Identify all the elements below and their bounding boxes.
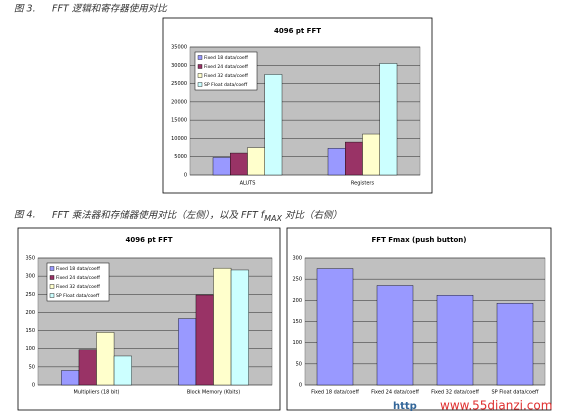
bar: [345, 141, 363, 176]
chart-title: FFT Fmax (push button): [372, 236, 467, 244]
y-tick-label: 50: [29, 364, 35, 370]
y-tick-label: 100: [292, 340, 302, 346]
y-tick-label: 15000: [171, 118, 187, 124]
legend-label: Fixed 18 data/coeff: [56, 266, 101, 272]
y-tick-label: 20000: [171, 99, 187, 105]
y-tick-label: 150: [292, 319, 302, 325]
y-tick-label: 250: [292, 277, 302, 283]
legend-swatch: [49, 266, 55, 271]
caption-label: 图 4.: [14, 210, 36, 221]
legend-swatch: [49, 284, 55, 289]
legend-swatch: [197, 73, 203, 78]
x-tick-label: SP Float data/coeff: [492, 390, 540, 396]
y-tick-label: 25000: [171, 81, 187, 87]
bar: [436, 295, 474, 386]
y-tick-label: 10000: [171, 136, 187, 142]
bar: [212, 157, 231, 176]
bar: [113, 355, 132, 386]
legend-label: Fixed 18 data/coeff: [204, 55, 249, 61]
legend-label: Fixed 24 data/coeff: [56, 275, 101, 281]
caption-text: FFT 逻辑和寄存器使用对比: [52, 3, 168, 15]
x-tick-label: Registers: [351, 181, 375, 187]
y-tick-label: 35000: [171, 45, 187, 51]
caption-sub: MAX: [264, 214, 282, 223]
legend-swatch: [49, 275, 55, 280]
legend-swatch: [49, 293, 55, 298]
watermark-prefix: http: [393, 401, 417, 412]
bar: [78, 349, 97, 386]
chart-title: 4096 pt FFT: [125, 236, 172, 244]
x-tick-label: ALUTS: [240, 181, 256, 187]
y-tick-label: 200: [25, 310, 35, 316]
x-tick-label: Fixed 24 data/coeff: [371, 390, 419, 396]
legend-swatch: [197, 64, 203, 69]
caption-part: 对比（右侧）: [282, 209, 342, 221]
x-tick-label: Fixed 32 data/coeff: [431, 390, 479, 396]
y-tick-label: 150: [25, 328, 35, 334]
y-tick-label: 200: [292, 298, 302, 304]
caption-part: FFT 乘法器和存储器使用对比（左侧），以及 FFT f: [52, 209, 266, 221]
legend-label: SP Float data/coeff: [204, 82, 248, 88]
legend-swatch: [197, 55, 203, 60]
bar: [376, 285, 414, 386]
bar: [264, 74, 283, 176]
legend-label: Fixed 32 data/coeff: [204, 73, 249, 79]
bar: [178, 318, 197, 386]
y-tick-label: 300: [292, 256, 302, 262]
y-tick-label: 0: [32, 383, 35, 389]
chart-title: 4096 pt FFT: [274, 27, 321, 35]
y-tick-label: 50: [296, 361, 302, 367]
bar: [362, 133, 380, 176]
bar: [230, 269, 249, 386]
legend-label: Fixed 32 data/coeff: [56, 284, 101, 290]
bar: [213, 267, 232, 386]
legend-swatch: [197, 82, 203, 87]
watermark: www.55dianzi.com: [440, 399, 552, 413]
x-tick-label: Fixed 18 data/coeff: [311, 390, 359, 396]
legend-box: [46, 262, 110, 302]
legend-box: [194, 51, 258, 91]
caption-text: FFT 乘法器和存储器使用对比（左侧），以及 FFT fMAX 对比（右侧）: [52, 209, 342, 223]
y-tick-label: 0: [299, 383, 302, 389]
legend-label: SP Float data/coeff: [56, 293, 100, 299]
x-tick-label: Multipliers (18 bit): [74, 390, 120, 396]
caption-label: 图 3.: [14, 4, 36, 15]
y-tick-label: 350: [25, 256, 35, 262]
y-tick-label: 30000: [171, 63, 187, 69]
bar: [61, 370, 80, 386]
y-tick-label: 0: [184, 173, 187, 179]
bar: [96, 332, 115, 386]
bar: [496, 303, 534, 386]
bar: [195, 294, 214, 386]
bar: [379, 63, 398, 176]
y-tick-label: 100: [25, 346, 35, 352]
y-tick-label: 250: [25, 292, 35, 298]
bar: [316, 268, 354, 386]
y-tick-label: 5000: [174, 154, 187, 160]
y-tick-label: 300: [25, 274, 35, 280]
x-tick-label: Block Memory (Kbits): [187, 390, 240, 396]
bar: [230, 152, 248, 176]
legend-label: Fixed 24 data/coeff: [204, 64, 249, 70]
bar: [247, 147, 265, 176]
bar: [327, 148, 346, 176]
